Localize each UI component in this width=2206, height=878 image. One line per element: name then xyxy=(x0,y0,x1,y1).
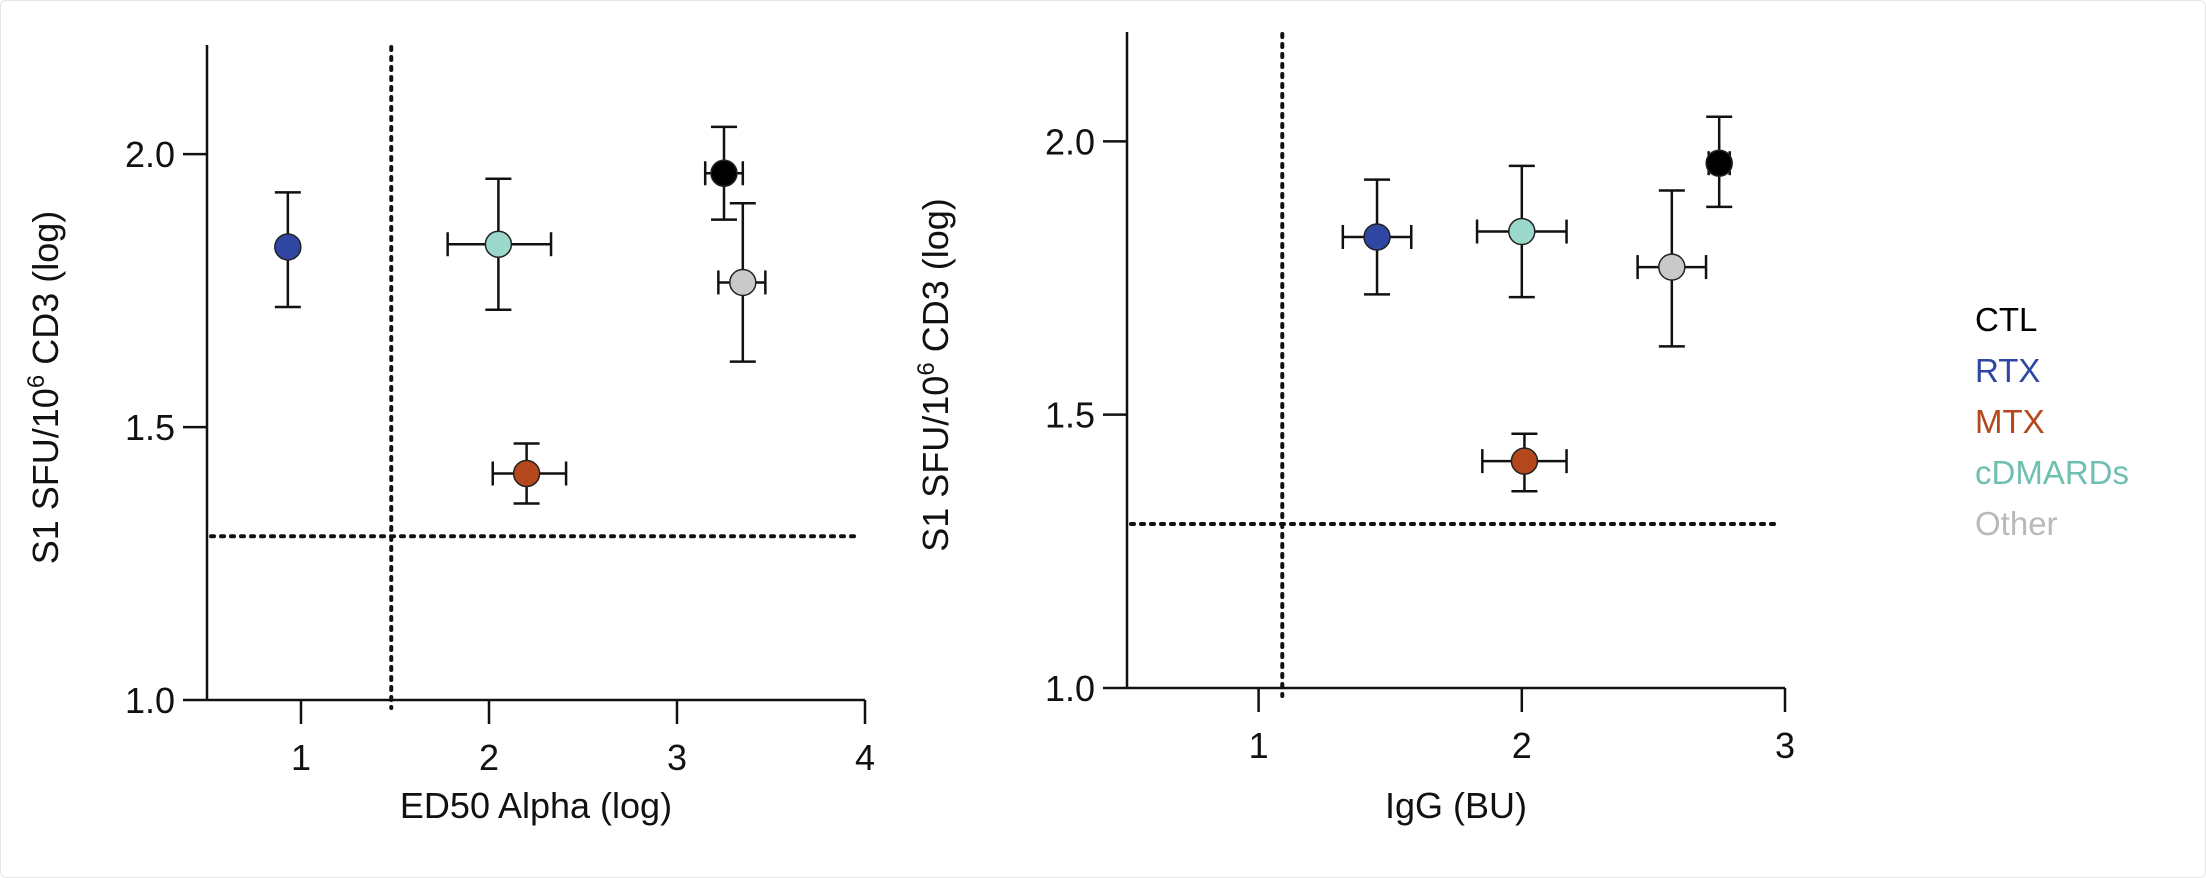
marker-cdmards xyxy=(484,230,513,258)
x-tick-label: 1 xyxy=(291,737,311,778)
data-point-other xyxy=(1636,189,1708,348)
marker-other xyxy=(729,268,757,297)
y-tick-label: 2.0 xyxy=(125,134,175,175)
marker-mtx xyxy=(512,459,541,488)
marker-ctl xyxy=(1705,149,1733,177)
x-axis-label: ED50 Alpha (log) xyxy=(400,785,672,826)
marker-rtx xyxy=(1363,223,1391,251)
x-tick-label: 4 xyxy=(855,737,875,778)
legend-item-rtx: RTX xyxy=(1975,352,2040,389)
data-point-ctl xyxy=(1705,115,1733,209)
y-axis-label-part: S1 SFU/10 xyxy=(915,376,956,552)
y-axis-label: S1 SFU/106 CD3 (log) xyxy=(913,198,956,552)
y-tick-label: 2.0 xyxy=(1045,121,1095,162)
data-point-mtx xyxy=(1481,432,1568,493)
x-tick-label: 2 xyxy=(479,737,499,778)
marker-cdmards xyxy=(1508,217,1536,246)
y-axis-label-part: CD3 (log) xyxy=(25,211,66,375)
data-point-other xyxy=(717,202,767,363)
y-axis-label-part: S1 SFU/10 xyxy=(25,388,66,564)
y-axis-label-part: CD3 (log) xyxy=(915,198,956,362)
y-tick-label: 1.0 xyxy=(1045,668,1095,709)
legend-item-ctl: CTL xyxy=(1975,301,2037,338)
marker-ctl xyxy=(710,159,738,188)
chart-igg: 1 2 3 1.0 1.5 2.0 IgG (BU) S1 SFU/106 CD3 (log) xyxy=(913,32,1795,826)
marker-rtx xyxy=(274,233,302,261)
marker-other xyxy=(1658,253,1686,281)
data-point-rtx xyxy=(274,191,302,309)
legend-item-mtx: MTX xyxy=(1975,403,2045,440)
data-point-mtx xyxy=(491,442,568,505)
legend-item-cdmards: cDMARDs xyxy=(1975,454,2129,491)
marker-mtx xyxy=(1510,447,1539,475)
x-tick-label: 2 xyxy=(1512,725,1532,766)
legend-item-other: Other xyxy=(1975,505,2058,542)
x-tick-label: 1 xyxy=(1249,725,1269,766)
x-tick-label: 3 xyxy=(667,737,687,778)
y-tick-label: 1.5 xyxy=(125,407,175,448)
y-axis-label-superscript: 6 xyxy=(913,362,940,375)
legend: CTL RTX MTX cDMARDs Other xyxy=(1975,301,2129,542)
data-point-rtx xyxy=(1341,178,1413,296)
data-point-ctl xyxy=(703,125,745,221)
y-tick-label: 1.0 xyxy=(125,680,175,721)
x-tick-label: 3 xyxy=(1775,725,1795,766)
data-point-cdmards xyxy=(1475,164,1568,299)
data-point-cdmards xyxy=(446,177,553,311)
chart-ed50-alpha: 1 2 3 4 1.0 1.5 2.0 ED50 Alpha (log) S1 SFU/106 … xyxy=(23,45,875,826)
y-tick-label: 1.5 xyxy=(1045,395,1095,436)
y-axis-label-superscript: 6 xyxy=(23,375,50,388)
y-axis-label: S1 SFU/106 CD3 (log) xyxy=(23,211,66,565)
x-axis-label: IgG (BU) xyxy=(1385,785,1527,826)
